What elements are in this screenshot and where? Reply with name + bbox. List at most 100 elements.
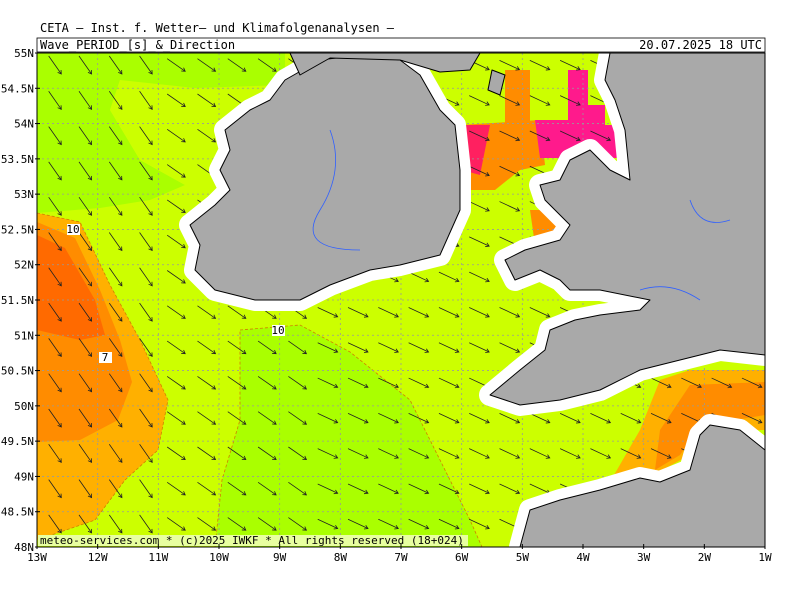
arrow — [78, 444, 93, 463]
arrow — [347, 448, 369, 459]
axes: 55N 54.5N 54N 53.5N 53N 52.5N 52N 51.5N 51N 50.5N… — [1, 47, 772, 564]
arrow — [469, 236, 490, 247]
arrow — [347, 412, 369, 424]
arrow — [108, 55, 123, 75]
arrow — [347, 518, 369, 530]
arrow — [227, 517, 247, 531]
map-area — [37, 53, 765, 547]
arrow — [139, 444, 153, 463]
contour-label: 10 — [66, 223, 79, 236]
lon-label: 9W — [273, 551, 287, 564]
arrow — [317, 518, 339, 530]
arrow — [408, 307, 430, 318]
arrow — [438, 483, 460, 495]
arrow — [166, 305, 186, 319]
arrow — [681, 377, 702, 389]
arrow — [559, 412, 581, 424]
arrow — [166, 58, 186, 72]
arrow — [469, 342, 490, 353]
arrow — [78, 373, 93, 393]
arrow — [139, 196, 153, 216]
arrow — [139, 302, 153, 322]
lat-label: 50.5N — [1, 365, 34, 378]
arrow — [499, 95, 521, 106]
arrow — [438, 307, 460, 318]
arrow — [288, 481, 308, 496]
contour-label: 7 — [102, 351, 109, 364]
arrow — [166, 128, 186, 143]
arrow — [529, 412, 551, 424]
arrow — [257, 411, 277, 425]
arrow — [108, 444, 123, 463]
arrow — [139, 91, 153, 110]
arrow — [197, 93, 217, 108]
arrow — [108, 302, 123, 322]
arrow — [529, 59, 551, 71]
arrow — [620, 412, 642, 424]
arrow — [590, 448, 612, 459]
arrow — [166, 270, 186, 284]
arrow — [469, 307, 490, 318]
arrow — [529, 448, 551, 459]
arrow — [166, 376, 186, 390]
lon-label: 6W — [455, 551, 469, 564]
arrow — [139, 126, 153, 146]
arrow — [438, 342, 460, 353]
arrow — [108, 267, 123, 287]
arrow — [257, 376, 277, 390]
arrow — [408, 271, 430, 283]
lon-label: 11W — [148, 551, 168, 564]
arrow — [227, 411, 247, 425]
arrow — [78, 267, 93, 287]
arrow — [317, 377, 339, 389]
arrow — [108, 91, 123, 110]
arrow — [469, 271, 490, 283]
arrow — [529, 95, 551, 106]
lat-label: 51.5N — [1, 294, 34, 307]
arrow — [378, 307, 399, 318]
arrow — [48, 408, 62, 428]
arrow — [78, 161, 93, 181]
arrow — [499, 483, 521, 495]
arrow — [559, 448, 581, 459]
arrow — [139, 232, 153, 252]
arrow — [438, 377, 460, 389]
arrow — [590, 130, 612, 142]
arrow — [529, 130, 551, 142]
arrow — [469, 483, 490, 495]
arrow — [227, 446, 247, 461]
arrow — [227, 340, 247, 355]
arrow — [469, 130, 490, 142]
lat-label: 54N — [14, 118, 34, 131]
arrow — [139, 514, 153, 534]
lat-label: 48N — [14, 541, 34, 554]
arrow — [197, 411, 217, 425]
arrow — [347, 342, 369, 353]
arrow — [197, 128, 217, 143]
lon-label: 12W — [88, 551, 108, 564]
arrow — [408, 412, 430, 424]
arrow — [347, 483, 369, 495]
arrow — [227, 376, 247, 390]
arrow — [108, 161, 123, 181]
contour-label-bg — [272, 325, 285, 336]
arrow — [48, 91, 62, 110]
lon-label: 1W — [758, 551, 772, 564]
arrow — [139, 267, 153, 287]
lat-label: 50N — [14, 400, 34, 413]
arrow — [288, 376, 308, 390]
field-orange-north — [505, 70, 530, 125]
arrow — [257, 340, 277, 355]
lon-label: 8W — [334, 551, 348, 564]
arrow — [78, 126, 93, 146]
arrow — [317, 483, 339, 495]
arrow — [48, 55, 62, 75]
header-bar — [36, 37, 766, 53]
lon-label: 10W — [209, 551, 229, 564]
arrow — [378, 448, 399, 459]
arrow — [78, 479, 93, 499]
arrow — [469, 95, 490, 106]
arrow — [347, 307, 369, 318]
arrow — [48, 267, 62, 287]
lon-label: 4W — [576, 551, 590, 564]
